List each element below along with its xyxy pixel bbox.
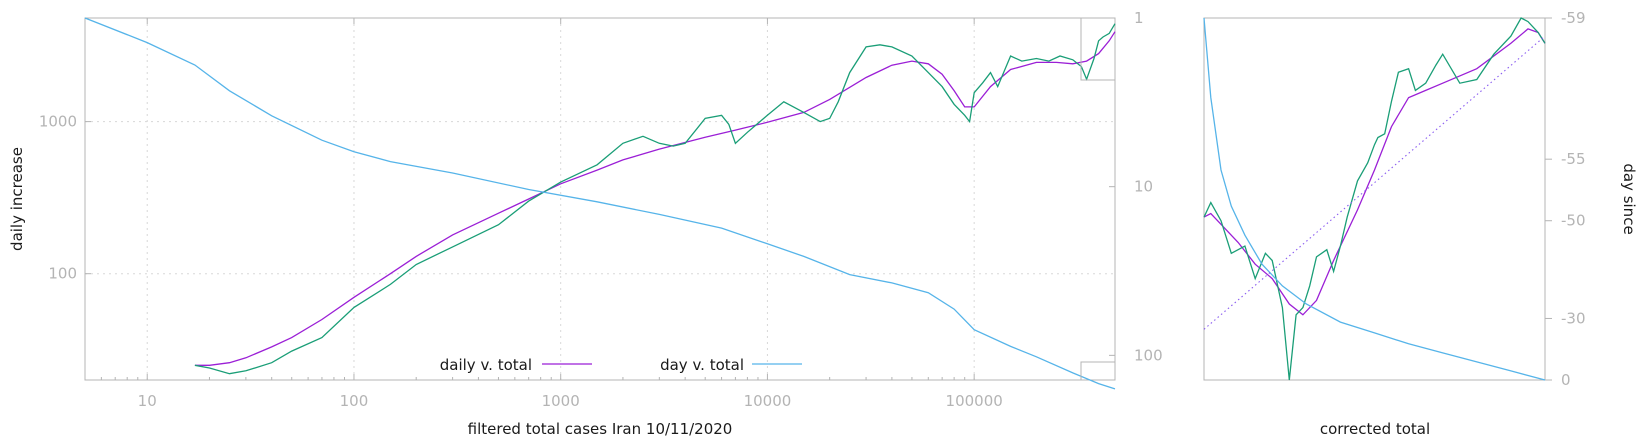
main-chart-series	[84, 17, 1116, 390]
corrected-chart-series	[1203, 17, 1546, 381]
corrected-y-axis-label: day since	[1620, 163, 1638, 234]
corrected-chart-frame	[1203, 17, 1546, 381]
main-chart: 10 100 1000 10000 100000 100 1000 1 10 100 filter…	[8, 9, 1163, 438]
x-tick-label: 10000	[744, 392, 792, 410]
legend-label-day-v-total: day v. total	[660, 356, 744, 374]
main-chart-frame	[84, 17, 1116, 381]
y2-tick-label: 1	[1134, 9, 1144, 27]
corrected-y2-tick-label: -55	[1561, 150, 1586, 168]
inset-box-bottom-right	[1080, 361, 1115, 380]
corrected-total-chart: -59 -55 -50 -30 0 corrected total day since	[1203, 9, 1638, 438]
corrected-filtered-line	[1203, 17, 1546, 381]
y2-tick-label: 100	[1134, 346, 1163, 364]
y-tick-label: 100	[48, 265, 77, 283]
x-tick-label: 1000	[542, 392, 580, 410]
x-tick-label: 100000	[946, 392, 1003, 410]
main-y-axis-label: daily increase	[8, 147, 26, 251]
x-tick-label: 10	[138, 392, 157, 410]
corrected-x-axis-label: corrected total	[1320, 420, 1430, 438]
daily-v-total-line	[194, 31, 1116, 366]
x-tick-label: 100	[340, 392, 369, 410]
daily-filtered-line	[194, 23, 1116, 375]
corrected-y2-tick-label: 0	[1561, 371, 1571, 389]
main-chart-ticks: 10 100 1000 10000 100000 100 1000 1 10 100	[39, 9, 1163, 410]
main-x-axis-label: filtered total cases Iran 10/11/2020	[468, 420, 733, 438]
corrected-smoothed-line	[1203, 28, 1546, 316]
corrected-y2-tick-label: -50	[1561, 212, 1586, 230]
legend-label-daily-v-total: daily v. total	[440, 356, 532, 374]
corrected-y2-tick-label: -30	[1561, 309, 1586, 327]
y2-tick-label: 10	[1134, 178, 1153, 196]
corrected-chart-ticks: -59 -55 -50 -30 0	[1545, 9, 1586, 389]
corrected-y2-tick-label: -59	[1561, 9, 1586, 27]
y-tick-label: 1000	[39, 113, 77, 131]
main-chart-legend: daily v. total day v. total	[440, 356, 802, 374]
corrected-trend-line	[1203, 35, 1546, 330]
inset-box-top-right	[1080, 18, 1115, 81]
corrected-day-line	[1203, 17, 1546, 381]
main-chart-grid	[85, 18, 1115, 380]
day-v-total-line	[84, 17, 1116, 390]
